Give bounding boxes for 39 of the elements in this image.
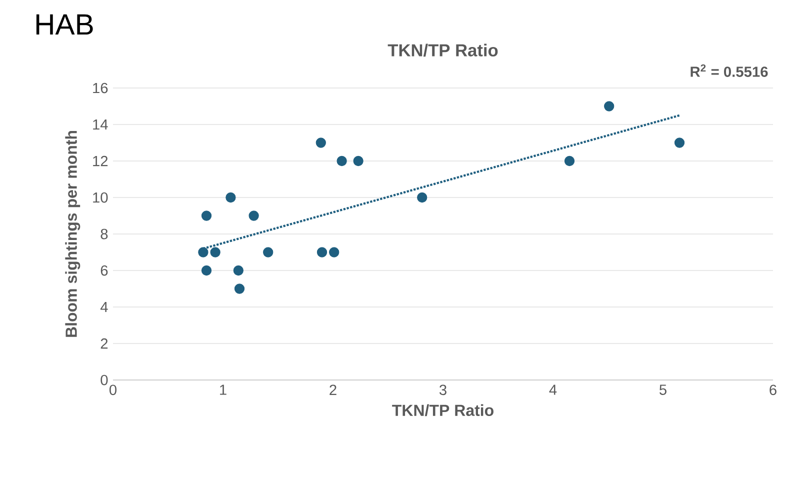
point	[329, 247, 340, 258]
point	[336, 156, 347, 166]
x-tick-label: 2	[330, 384, 336, 395]
y-tick-label: 4	[100, 302, 108, 312]
x-tick-label: 6	[770, 384, 776, 396]
y-tick-label: 16	[93, 82, 108, 94]
point	[604, 101, 614, 112]
point	[233, 265, 244, 276]
y-tick-label: 2	[100, 338, 108, 349]
y-tick-label: 14	[93, 119, 108, 130]
point	[201, 265, 212, 276]
text: HAB	[36, 14, 93, 35]
x-tick-label: 1	[220, 384, 226, 395]
x-axis-title: TKN/TP Ratio	[392, 404, 494, 416]
point	[234, 284, 245, 294]
x-tick-label: 0	[109, 384, 116, 396]
point	[226, 192, 236, 203]
point	[316, 138, 326, 148]
y-tick-label: 0	[100, 374, 108, 386]
text: R$^{2}$ = 0.5516	[690, 64, 768, 77]
point	[316, 247, 328, 258]
point	[353, 156, 364, 166]
point	[674, 138, 685, 148]
x-tick-label: 5	[660, 384, 666, 395]
y-tick-label: 6	[100, 265, 108, 276]
y-tick-label: 8	[100, 228, 108, 240]
point	[263, 247, 274, 258]
chart-title: TKN/TP Ratio	[388, 44, 498, 57]
point	[201, 210, 212, 221]
x-tick-label: 4	[549, 384, 557, 395]
point	[417, 192, 428, 203]
point	[198, 247, 208, 258]
point	[564, 156, 575, 166]
point	[210, 247, 220, 258]
x-tick-label: 3	[439, 384, 446, 396]
y-tick-label: 12	[93, 156, 108, 166]
y-axis-title: Bloom sightings per month	[65, 130, 80, 337]
y-tick-label: 10	[93, 192, 108, 203]
point	[248, 210, 259, 221]
